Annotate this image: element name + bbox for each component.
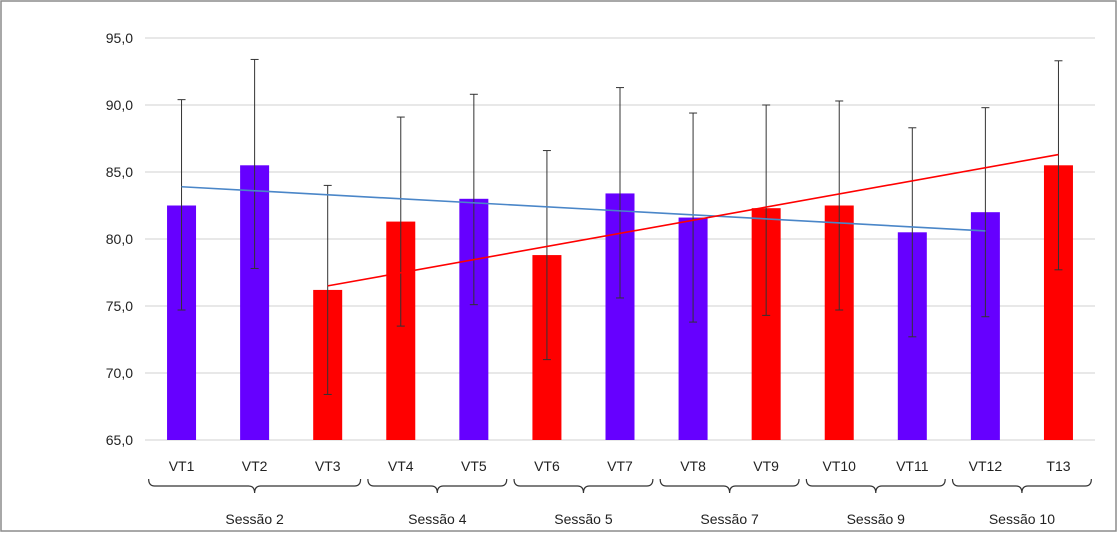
x-tick-label: VT8 bbox=[680, 458, 706, 474]
session-label: Sessão 9 bbox=[847, 511, 906, 527]
x-tick-label: T13 bbox=[1046, 458, 1070, 474]
y-tick-label: 95,0 bbox=[106, 30, 133, 46]
x-tick-label: VT9 bbox=[753, 458, 779, 474]
error-bar-vt7 bbox=[616, 87, 624, 299]
x-tick-label: VT3 bbox=[315, 458, 341, 474]
error-bar-vt3 bbox=[323, 184, 332, 395]
y-tick-label: 65,0 bbox=[106, 432, 133, 448]
y-tick-label: 70,0 bbox=[106, 365, 133, 381]
error-bar-vt1 bbox=[177, 99, 186, 311]
x-tick-label: VT1 bbox=[169, 458, 195, 474]
x-tick-label: VT6 bbox=[534, 458, 560, 474]
session-bracket: Sessão 5 bbox=[513, 478, 654, 527]
x-tick-label: VT2 bbox=[242, 458, 268, 474]
y-axis-tick-labels: 65,0 70,0 75,0 80,0 85,0 90,0 95,0 bbox=[106, 30, 133, 448]
trendlines bbox=[181, 153, 1059, 287]
error-bar-vt9 bbox=[762, 104, 771, 316]
y-tick-label: 75,0 bbox=[106, 298, 133, 314]
x-tick-label: VT7 bbox=[607, 458, 633, 474]
y-tick-label: 90,0 bbox=[106, 97, 133, 113]
error-bars bbox=[177, 58, 1063, 395]
x-tick-label: VT11 bbox=[896, 458, 929, 474]
session-label: Sessão 10 bbox=[989, 511, 1055, 527]
error-bar-vt5 bbox=[469, 93, 478, 306]
error-bar-t13 bbox=[1054, 60, 1063, 271]
trendline-2 bbox=[327, 153, 1059, 287]
x-tick-label: VT5 bbox=[461, 458, 487, 474]
x-axis-category-labels: VT1 VT2 VT3 VT4 VT5 VT6 VT7 VT8 VT9 VT10 VT11 VT12 T… bbox=[169, 458, 1071, 474]
error-bar-vt10 bbox=[835, 100, 844, 311]
session-label: Sessão 5 bbox=[554, 511, 613, 527]
error-bar-vt11 bbox=[908, 127, 917, 338]
session-bracket: Sessão 7 bbox=[659, 478, 800, 527]
error-bar-vt4 bbox=[396, 116, 405, 327]
trendline-1 bbox=[181, 185, 986, 232]
session-label: Sessão 7 bbox=[700, 511, 759, 527]
session-label: Sessão 4 bbox=[408, 511, 467, 527]
error-bar-vt12 bbox=[981, 107, 990, 318]
x-tick-label: VT12 bbox=[969, 458, 1003, 474]
x-tick-label: VT10 bbox=[822, 458, 856, 474]
session-bracket: Sessão 10 bbox=[951, 478, 1092, 527]
y-tick-label: 85,0 bbox=[106, 164, 133, 180]
error-bar-vt6 bbox=[542, 150, 551, 361]
error-bar-vt2 bbox=[250, 58, 259, 269]
session-bracket: Sessão 4 bbox=[367, 478, 508, 527]
session-label: Sessão 2 bbox=[225, 511, 284, 527]
error-bar-vt8 bbox=[689, 112, 698, 323]
y-tick-label: 80,0 bbox=[106, 231, 133, 247]
session-bracket: Sessão 9 bbox=[805, 478, 946, 527]
session-group-brackets: Sessão 2 Sessão 4 Sessão 5 Sessão 7 Sessão 9… bbox=[148, 478, 1092, 527]
x-tick-label: VT4 bbox=[388, 458, 414, 474]
session-bracket: Sessão 2 bbox=[148, 478, 362, 527]
